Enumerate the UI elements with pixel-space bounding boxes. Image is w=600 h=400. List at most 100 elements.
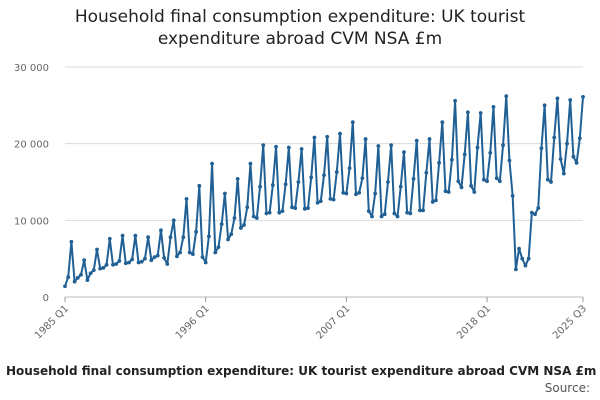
data-point[interactable] — [366, 209, 371, 214]
data-point[interactable] — [520, 256, 525, 261]
data-point[interactable] — [197, 183, 202, 188]
data-point[interactable] — [427, 137, 432, 141]
data-point[interactable] — [568, 98, 573, 102]
data-point[interactable] — [523, 263, 528, 268]
data-point[interactable] — [194, 229, 199, 234]
data-point[interactable] — [517, 246, 521, 251]
data-point[interactable] — [111, 262, 115, 267]
data-point[interactable] — [267, 210, 272, 215]
data-point[interactable] — [229, 232, 234, 237]
data-point[interactable] — [277, 210, 282, 215]
data-point[interactable] — [402, 150, 406, 155]
data-point[interactable] — [101, 265, 106, 270]
data-point[interactable] — [286, 145, 291, 150]
data-point[interactable] — [290, 205, 294, 210]
data-point[interactable] — [222, 191, 227, 196]
data-point[interactable] — [66, 275, 71, 279]
data-point[interactable] — [370, 214, 374, 219]
data-point[interactable] — [411, 177, 416, 181]
data-point[interactable] — [245, 205, 250, 210]
data-point[interactable] — [501, 143, 505, 148]
data-point[interactable] — [462, 152, 467, 157]
data-point[interactable] — [216, 245, 221, 250]
data-point[interactable] — [545, 177, 550, 182]
data-point[interactable] — [312, 135, 317, 140]
data-point[interactable] — [213, 250, 218, 255]
data-point[interactable] — [168, 235, 173, 240]
data-point[interactable] — [565, 141, 569, 146]
data-point[interactable] — [475, 145, 480, 150]
data-point[interactable] — [325, 134, 330, 139]
data-point[interactable] — [526, 256, 531, 261]
data-point[interactable] — [424, 170, 429, 175]
data-point[interactable] — [114, 262, 119, 266]
data-point[interactable] — [75, 275, 80, 280]
data-point[interactable] — [117, 259, 122, 263]
data-point[interactable] — [392, 211, 397, 216]
data-point[interactable] — [242, 223, 246, 227]
data-point[interactable] — [159, 228, 163, 233]
data-point[interactable] — [139, 259, 144, 264]
data-point[interactable] — [469, 183, 473, 188]
data-point[interactable] — [146, 235, 151, 240]
data-point[interactable] — [88, 271, 93, 276]
data-point[interactable] — [542, 103, 547, 108]
data-point[interactable] — [561, 171, 566, 176]
data-point[interactable] — [85, 278, 90, 283]
data-point[interactable] — [91, 268, 96, 273]
data-point[interactable] — [472, 190, 477, 194]
data-point[interactable] — [322, 173, 326, 178]
data-point[interactable] — [382, 212, 387, 217]
data-point[interactable] — [539, 146, 544, 151]
data-point[interactable] — [258, 184, 262, 189]
data-point[interactable] — [437, 160, 442, 165]
data-point[interactable] — [203, 260, 208, 265]
data-point[interactable] — [360, 176, 365, 181]
data-point[interactable] — [465, 110, 470, 115]
data-point[interactable] — [178, 250, 183, 255]
data-point[interactable] — [485, 179, 489, 184]
data-point[interactable] — [510, 193, 515, 198]
data-point[interactable] — [414, 138, 419, 143]
data-point[interactable] — [574, 160, 579, 165]
data-point[interactable] — [69, 239, 74, 244]
data-point[interactable] — [363, 137, 368, 141]
data-point[interactable] — [133, 233, 138, 238]
data-point[interactable] — [434, 198, 438, 203]
data-point[interactable] — [130, 257, 135, 262]
data-point[interactable] — [210, 161, 214, 166]
data-point[interactable] — [206, 234, 211, 239]
data-point[interactable] — [264, 211, 269, 216]
data-point[interactable] — [171, 218, 176, 223]
data-point[interactable] — [152, 255, 157, 260]
data-point[interactable] — [95, 247, 99, 252]
data-point[interactable] — [507, 158, 512, 163]
data-point[interactable] — [504, 94, 509, 99]
data-point[interactable] — [398, 184, 403, 189]
data-point[interactable] — [533, 212, 537, 217]
data-point[interactable] — [238, 226, 243, 230]
data-point[interactable] — [270, 183, 275, 187]
data-point[interactable] — [98, 266, 103, 271]
data-point[interactable] — [344, 191, 349, 196]
data-point[interactable] — [261, 143, 266, 148]
data-point[interactable] — [459, 185, 464, 190]
data-point[interactable] — [280, 209, 285, 214]
data-point[interactable] — [175, 254, 179, 259]
data-point[interactable] — [440, 120, 445, 125]
data-point[interactable] — [127, 260, 131, 265]
data-point[interactable] — [555, 96, 560, 101]
data-point[interactable] — [450, 157, 454, 162]
data-point[interactable] — [63, 284, 67, 289]
data-point[interactable] — [491, 104, 496, 109]
data-point[interactable] — [315, 200, 320, 205]
data-point[interactable] — [283, 182, 288, 187]
data-point[interactable] — [302, 206, 307, 211]
data-point[interactable] — [226, 237, 230, 242]
data-point[interactable] — [497, 179, 502, 184]
data-point[interactable] — [456, 179, 461, 184]
data-point[interactable] — [235, 177, 240, 181]
data-point[interactable] — [143, 256, 147, 261]
data-point[interactable] — [571, 154, 576, 159]
data-point[interactable] — [200, 255, 205, 260]
